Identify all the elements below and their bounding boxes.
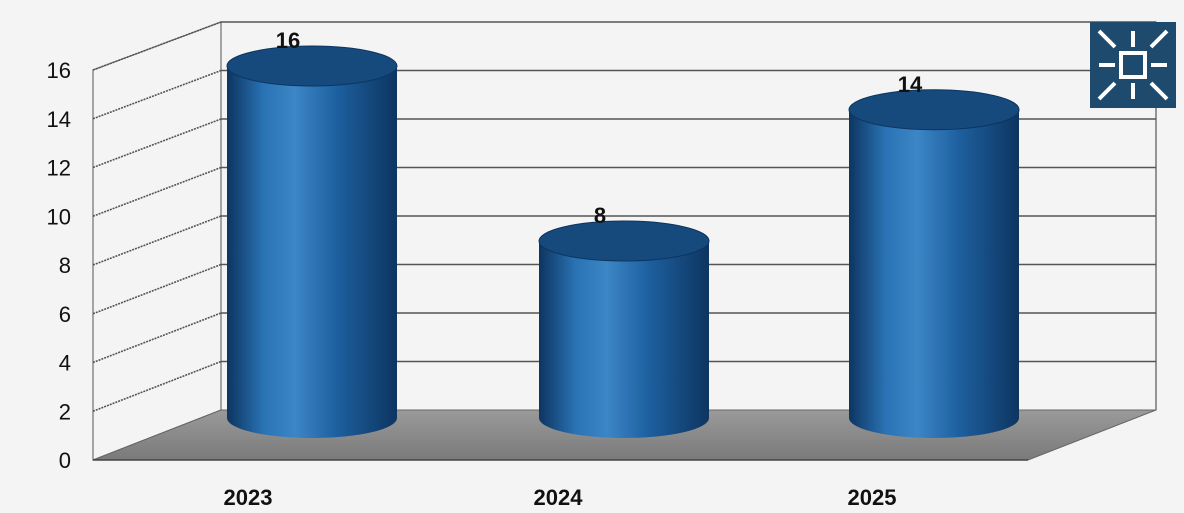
data-label: 14 [898, 72, 923, 97]
bar-2024: 8 [538, 203, 710, 438]
x-tick-label: 2023 [224, 485, 273, 508]
y-tick-label: 4 [59, 351, 71, 376]
y-tick-label: 12 [47, 156, 71, 181]
logo-ray [1149, 29, 1169, 49]
gridline-side [92, 360, 222, 412]
bars-group: 16 8 14 [226, 28, 1020, 438]
y-axis: 0 2 4 6 8 10 12 14 16 [47, 58, 71, 473]
y-tick-label: 0 [59, 448, 71, 473]
y-tick-label: 8 [59, 253, 71, 278]
x-tick-label: 2025 [848, 485, 897, 508]
gridline-side [92, 312, 222, 364]
data-label: 16 [276, 28, 300, 53]
gridline-side [92, 69, 222, 120]
logo-ray [1097, 81, 1117, 101]
x-tick-label: 2024 [534, 485, 584, 508]
y-tick-label: 10 [47, 204, 71, 229]
logo-center [1119, 51, 1147, 79]
gridline-side [92, 215, 222, 266]
y-tick-label: 14 [47, 107, 71, 132]
bar-body [227, 66, 397, 438]
side-wall [92, 21, 222, 461]
bar-2023: 16 [226, 28, 398, 438]
bar-2025: 14 [848, 72, 1020, 438]
y-tick-label: 2 [59, 399, 71, 424]
gridline-side [92, 263, 222, 315]
bar-top [538, 220, 710, 262]
bar-top [226, 45, 398, 87]
bar-body [539, 241, 709, 438]
logo [1090, 22, 1176, 108]
gridline-side [92, 21, 222, 71]
data-label: 8 [594, 203, 606, 228]
bar-top [848, 89, 1020, 131]
y-tick-label: 16 [47, 58, 71, 83]
gridline-side [92, 166, 222, 217]
y-tick-label: 6 [59, 302, 71, 327]
x-axis: 2023 2024 2025 [224, 485, 897, 510]
sun-burst-logo-icon [1097, 29, 1169, 101]
bar-body [849, 109, 1019, 438]
gridline-side [92, 118, 222, 169]
logo-ray [1097, 29, 1117, 49]
logo-ray [1149, 81, 1169, 101]
